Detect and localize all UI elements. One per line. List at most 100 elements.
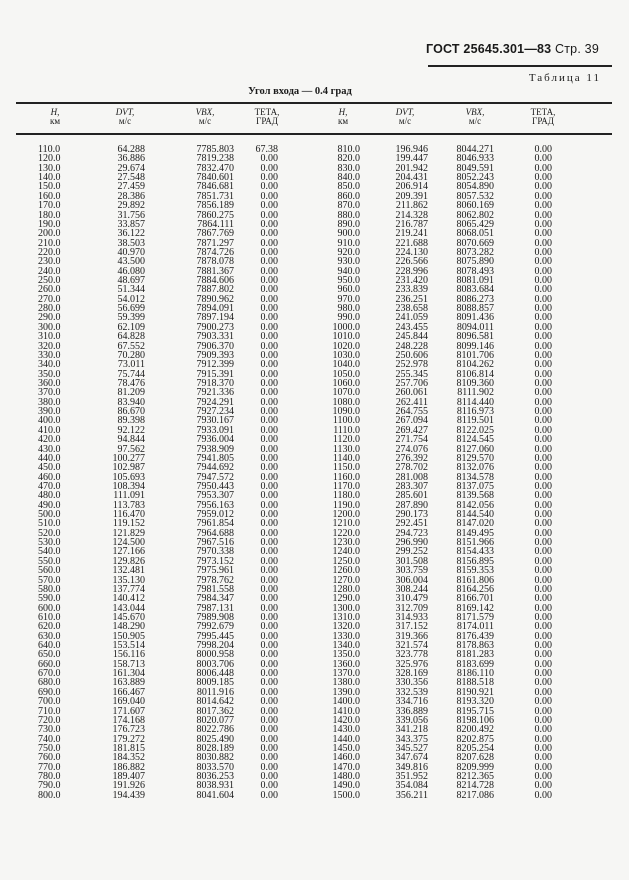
table-row: 710.0 171.607 8017.362 0.00 1410.0 336.889 819… — [0, 705, 629, 717]
teta-cell: 0.00 — [534, 349, 553, 361]
dvt-cell: 28.386 — [117, 190, 146, 202]
altitude-cell: 1490.0 — [332, 780, 361, 792]
altitude-cell: 880.0 — [337, 209, 361, 221]
teta-cell: 0.00 — [534, 246, 553, 258]
teta-cell: 0.00 — [260, 284, 279, 296]
teta-cell: 0.00 — [260, 789, 279, 801]
vbx-cell: 7921.336 — [196, 387, 235, 399]
dvt-cell: 48.697 — [117, 275, 146, 287]
table-row: 320.0 67.552 7906.370 0.00 1020.0 248.228 8099… — [0, 340, 629, 352]
altitude-cell: 1340.0 — [332, 640, 361, 652]
dvt-cell: 67.552 — [117, 340, 146, 352]
vbx-cell: 7956.163 — [196, 499, 235, 511]
teta-cell: 0.00 — [534, 677, 553, 689]
teta-cell: 0.00 — [534, 359, 553, 371]
altitude-cell: 470.0 — [38, 480, 61, 492]
vbx-cell: 8144.540 — [456, 509, 495, 521]
altitude-cell: 180.0 — [38, 209, 61, 221]
teta-cell: 0.00 — [260, 172, 279, 184]
dvt-cell: 332.539 — [395, 686, 429, 698]
dvt-cell: 29.892 — [117, 200, 146, 212]
dvt-cell: 226.566 — [395, 256, 429, 268]
table-row: 160.0 28.386 7851.731 0.00 860.0 209.391 8057.… — [0, 190, 629, 202]
altitude-cell: 420.0 — [38, 434, 61, 446]
teta-cell: 0.00 — [534, 452, 553, 464]
teta-cell: 0.00 — [534, 668, 553, 680]
teta-cell: 0.00 — [534, 275, 553, 287]
dvt-cell: 97.562 — [117, 443, 146, 455]
altitude-cell: 290.0 — [38, 312, 61, 324]
teta-cell: 0.00 — [260, 705, 279, 717]
table-row: 350.0 75.744 7915.391 0.00 1050.0 255.345 8106… — [0, 368, 629, 380]
vbx-cell: 8025.490 — [196, 733, 235, 745]
dvt-cell: 116.470 — [112, 509, 145, 521]
altitude-cell: 350.0 — [38, 368, 61, 380]
dvt-cell: 336.889 — [395, 705, 429, 717]
column-unit: м/с — [468, 116, 482, 126]
altitude-cell: 1140.0 — [332, 452, 360, 464]
teta-cell: 0.00 — [260, 649, 279, 661]
teta-cell: 0.00 — [534, 527, 553, 539]
dvt-cell: 92.122 — [117, 424, 146, 436]
table-row: 760.0 184.352 8030.882 0.00 1460.0 347.674 820… — [0, 752, 629, 764]
teta-cell: 0.00 — [534, 480, 553, 492]
altitude-cell: 750.0 — [38, 743, 61, 754]
dvt-cell: 301.508 — [395, 555, 429, 567]
teta-cell: 0.00 — [260, 621, 279, 633]
dvt-cell: 306.004 — [395, 574, 429, 586]
altitude-cell: 1360.0 — [332, 658, 361, 670]
dvt-cell: 124.500 — [112, 537, 146, 549]
table-row: 530.0 124.500 7967.516 0.00 1230.0 296.990 815… — [0, 537, 629, 549]
altitude-cell: 630.0 — [38, 630, 61, 642]
vbx-cell: 7867.769 — [196, 228, 235, 240]
vbx-cell: 7912.399 — [196, 359, 235, 371]
altitude-cell: 450.0 — [38, 462, 61, 474]
dvt-cell: 119.152 — [112, 518, 145, 530]
vbx-cell: 7785.803 — [196, 144, 235, 155]
altitude-cell: 240.0 — [38, 265, 61, 277]
dvt-cell: 78.476 — [117, 377, 146, 389]
altitude-cell: 670.0 — [38, 668, 61, 680]
teta-cell: 0.00 — [534, 686, 553, 698]
altitude-cell: 1000.0 — [332, 321, 361, 333]
header-rule — [428, 65, 612, 67]
table-row: 440.0 100.277 7941.805 0.00 1140.0 276.392 812… — [0, 452, 629, 464]
teta-cell: 67.38 — [255, 144, 279, 155]
teta-cell: 0.00 — [260, 509, 279, 521]
altitude-cell: 120.0 — [38, 153, 61, 165]
teta-cell: 0.00 — [260, 518, 279, 530]
table-row: 450.0 102.987 7944.692 0.00 1150.0 278.702 813… — [0, 462, 629, 474]
dvt-cell: 33.857 — [117, 218, 146, 230]
table-row: 790.0 191.926 8038.931 0.00 1490.0 354.084 821… — [0, 780, 629, 792]
altitude-cell: 1150.0 — [332, 462, 360, 474]
dvt-cell: 36.886 — [117, 153, 146, 165]
table-row: 670.0 161.304 8006.448 0.00 1370.0 328.169 818… — [0, 668, 629, 680]
vbx-cell: 8207.628 — [456, 752, 495, 764]
table-row: 480.0 111.091 7953.307 0.00 1180.0 285.601 813… — [0, 491, 629, 501]
vbx-cell: 7906.370 — [196, 340, 235, 352]
table-row: 200.0 36.122 7867.769 0.00 900.0 219.241 8068.… — [0, 228, 629, 240]
altitude-cell: 810.0 — [337, 144, 361, 155]
dvt-cell: 132.481 — [112, 565, 146, 577]
altitude-cell: 1260.0 — [332, 565, 361, 577]
altitude-cell: 850.0 — [337, 181, 361, 193]
vbx-cell: 7975.961 — [196, 565, 235, 577]
altitude-cell: 900.0 — [337, 228, 361, 240]
altitude-cell: 1310.0 — [332, 611, 361, 623]
teta-cell: 0.00 — [534, 228, 553, 240]
table-row: 590.0 140.412 7984.347 0.00 1290.0 310.479 816… — [0, 594, 629, 604]
teta-cell: 0.00 — [534, 546, 553, 558]
teta-cell: 0.00 — [534, 321, 553, 333]
teta-cell: 0.00 — [534, 415, 553, 427]
teta-cell: 0.00 — [534, 368, 553, 380]
table-row: 550.0 129.826 7973.152 0.00 1250.0 301.508 815… — [0, 555, 629, 567]
table-row: 340.0 73.011 7912.399 0.00 1040.0 252.978 8104… — [0, 359, 629, 371]
teta-cell: 0.00 — [260, 686, 279, 698]
table-row: 230.0 43.500 7878.078 0.00 930.0 226.566 8075.… — [0, 256, 629, 268]
altitude-cell: 340.0 — [38, 359, 61, 371]
dvt-cell: 269.427 — [395, 424, 429, 436]
dvt-cell: 186.882 — [112, 761, 146, 773]
vbx-cell: 8046.933 — [456, 153, 495, 165]
dvt-cell: 271.754 — [395, 434, 429, 446]
vbx-cell: 8171.579 — [456, 611, 495, 623]
